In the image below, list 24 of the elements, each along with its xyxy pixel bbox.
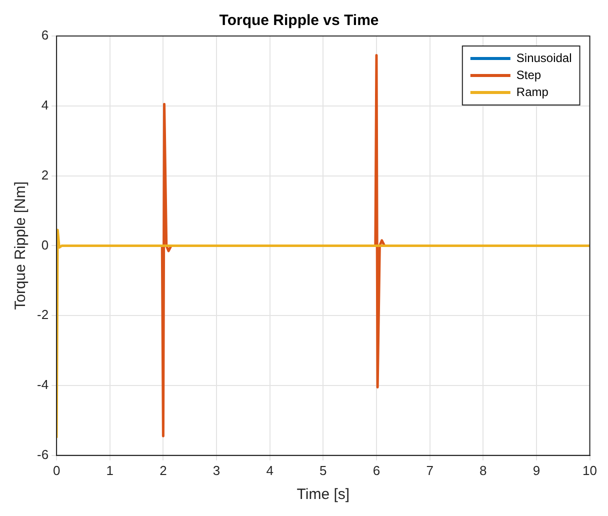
x-tick-label: 8 [480,462,487,478]
x-axis-title: Time [s] [296,486,350,504]
x-tick-label: 9 [532,462,540,478]
chart-title: Torque Ripple vs Time [219,12,379,30]
y-tick-label: 6 [41,28,49,43]
legend-label: Step [516,68,542,82]
y-tick-label: 0 [41,237,49,252]
y-tick-label: -6 [36,446,49,462]
y-tick-label: -2 [36,307,49,322]
x-tick-label: 2 [160,462,167,478]
x-tick-label: 7 [426,462,434,478]
x-tick-label: 4 [266,462,274,478]
x-tick-label: 1 [106,462,114,478]
legend-label: Ramp [516,84,549,99]
y-tick-label: 2 [41,167,49,182]
y-axis-title: Torque Ripple [Nm] [12,182,30,310]
x-tick-label: 10 [582,462,598,478]
y-tick-label: -4 [36,377,49,392]
y-tick-label: 4 [41,97,49,112]
legend-label: Sinusoidal [516,50,572,65]
x-tick-label: 6 [372,462,380,478]
x-tick-label: 3 [212,462,220,478]
x-tick-label: 0 [52,462,60,478]
x-tick-label: 5 [320,462,327,478]
